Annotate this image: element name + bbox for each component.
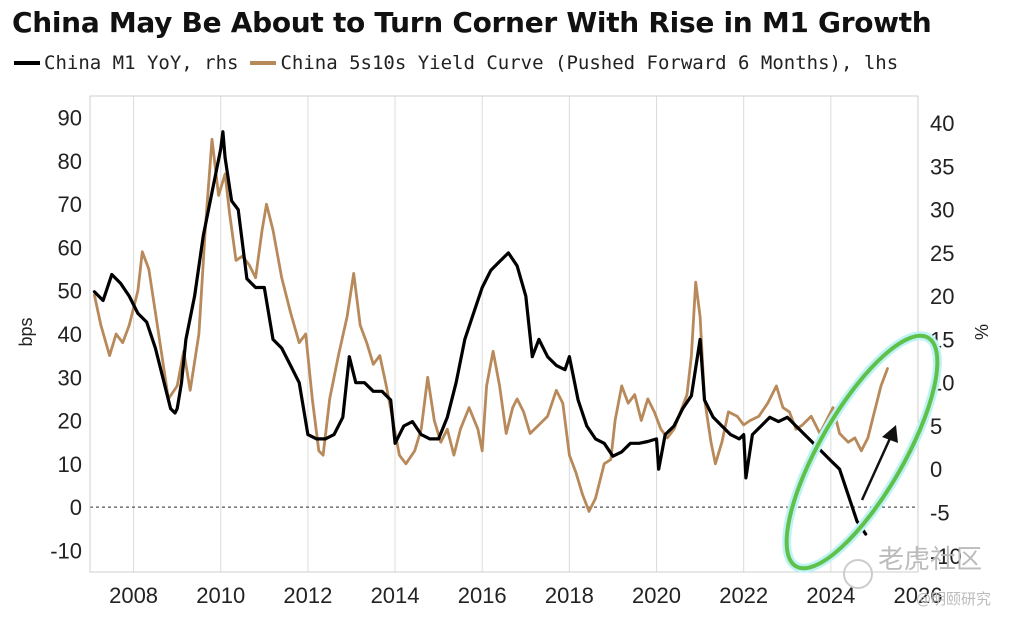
- y-right-tick-label: 25: [930, 241, 954, 266]
- x-tick-label: 2012: [283, 583, 332, 608]
- y-left-tick-label: 70: [58, 192, 82, 217]
- y-left-tick-label: -10: [50, 538, 82, 563]
- x-tick-label: 2008: [109, 583, 158, 608]
- y-left-tick-label: 30: [58, 365, 82, 390]
- x-tick-label: 2016: [458, 583, 507, 608]
- series-line-yield-curve: [93, 137, 889, 513]
- y-left-tick-label: 90: [58, 106, 82, 131]
- y-right-tick-label: 0: [930, 457, 942, 482]
- legend-item-m1: China M1 YoY, rhs: [14, 52, 238, 74]
- x-tick-label: 2024: [806, 583, 855, 608]
- legend-swatch-m1: [14, 61, 40, 65]
- annotation-layer: [782, 331, 942, 573]
- y-left-tick-label: 80: [58, 149, 82, 174]
- x-tick-label: 2018: [545, 583, 594, 608]
- y-left-tick-label: 40: [58, 322, 82, 347]
- legend-label-yield-curve: China 5s10s Yield Curve (Pushed Forward …: [280, 52, 899, 74]
- x-tick-label: 2026: [894, 583, 943, 608]
- y-right-tick-label: -10: [930, 544, 962, 569]
- x-tick-label: 2022: [719, 583, 768, 608]
- legend-swatch-yield-curve: [250, 61, 277, 65]
- watermark-logo-icon: [843, 559, 873, 589]
- x-tick-label: 2014: [371, 583, 420, 608]
- x-tick-label: 2020: [632, 583, 681, 608]
- y-left-tick-label: 60: [58, 235, 82, 260]
- watermark-line2: @明颐研究: [916, 590, 991, 608]
- highlight-ellipse-outline: [784, 333, 940, 571]
- legend-item-yield-curve: China 5s10s Yield Curve (Pushed Forward …: [250, 52, 898, 74]
- y-left-axis-label: bps: [16, 317, 36, 346]
- y-right-tick-label: 40: [930, 111, 954, 136]
- trend-arrow-shaft: [860, 433, 894, 501]
- watermark-line1: 老虎社区: [878, 545, 982, 575]
- y-right-tick-label: 30: [930, 198, 954, 223]
- y-right-tick-label: 35: [930, 154, 954, 179]
- chart-legend: China M1 YoY, rhs China 5s10s Yield Curv…: [14, 52, 910, 74]
- legend-label-m1: China M1 YoY, rhs: [44, 52, 239, 74]
- y-left-tick-label: 0: [70, 495, 82, 520]
- y-left-tick-label: 10: [58, 452, 82, 477]
- y-right-tick-label: 20: [930, 284, 954, 309]
- watermark: 老虎社区 @明颐研究: [843, 545, 991, 608]
- x-tick-label: 2010: [196, 583, 245, 608]
- chart-title: China May Be About to Turn Corner With R…: [12, 6, 932, 39]
- y-right-tick-label: -5: [930, 501, 950, 526]
- grid-layer: [90, 96, 918, 572]
- y-left-tick-label: 50: [58, 279, 82, 304]
- trend-arrow-head: [882, 425, 898, 443]
- y-right-tick-label: 5: [930, 414, 942, 439]
- y-right-axis-label: %: [972, 324, 992, 340]
- series-layer: [92, 130, 889, 536]
- series-line-m1-yoy: [92, 130, 868, 536]
- y-left-tick-label: 20: [58, 409, 82, 434]
